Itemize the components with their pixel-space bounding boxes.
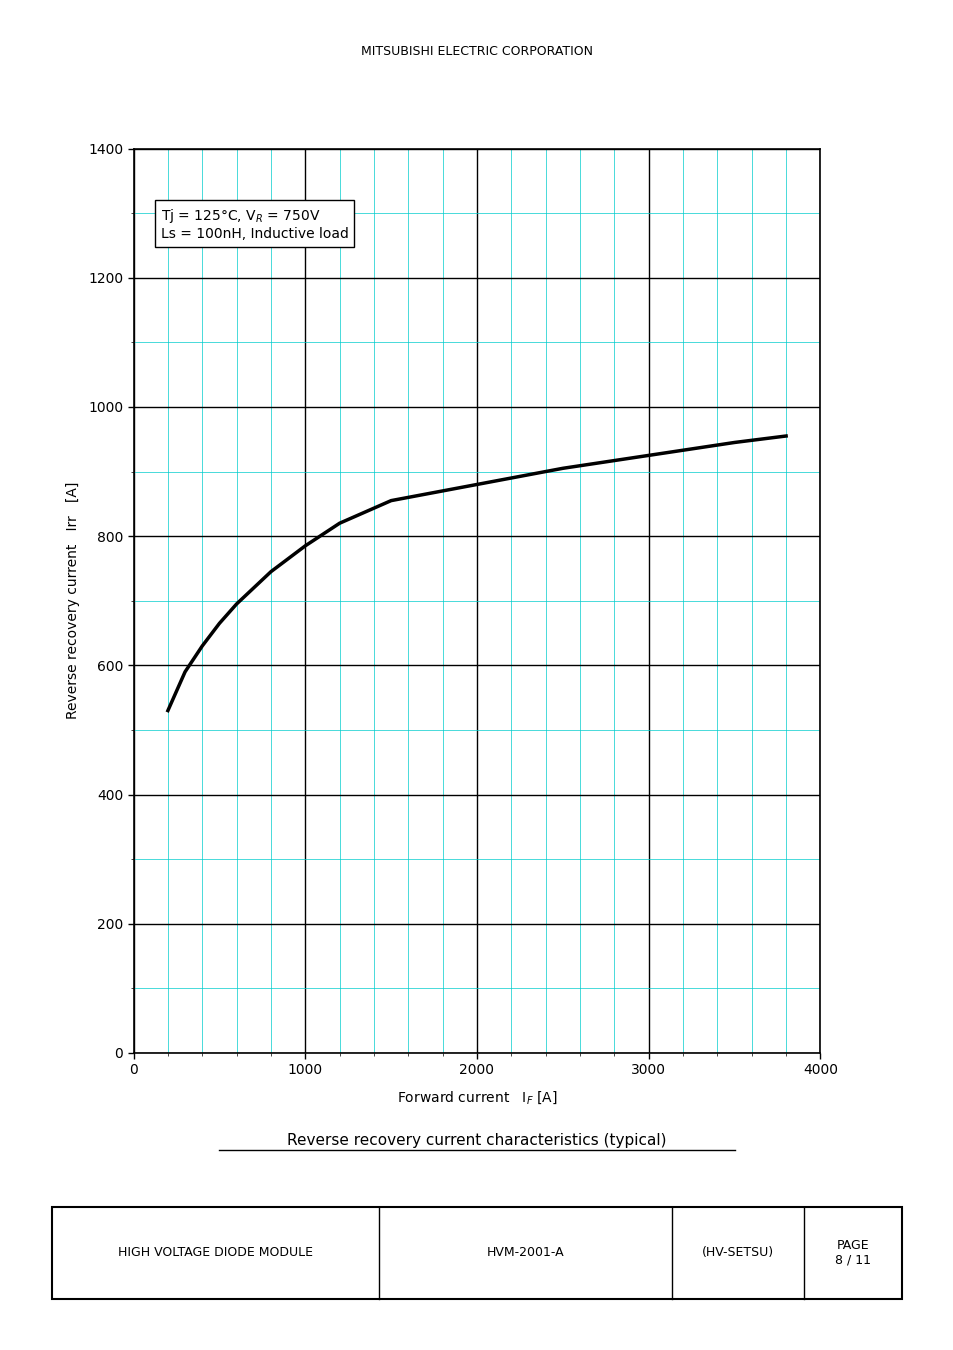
Text: HIGH VOLTAGE DIODE MODULE: HIGH VOLTAGE DIODE MODULE: [118, 1246, 314, 1260]
Text: Forward current   I$_F$ [A]: Forward current I$_F$ [A]: [396, 1089, 557, 1106]
Text: (HV-SETSU): (HV-SETSU): [701, 1246, 773, 1260]
Text: MITSUBISHI ELECTRIC CORPORATION: MITSUBISHI ELECTRIC CORPORATION: [360, 45, 593, 58]
Text: PAGE
8 / 11: PAGE 8 / 11: [834, 1239, 870, 1266]
Text: Tj = 125°C, V$_R$ = 750V
Ls = 100nH, Inductive load: Tj = 125°C, V$_R$ = 750V Ls = 100nH, Ind…: [161, 208, 349, 242]
Y-axis label: Reverse recovery current   Irr   [A]: Reverse recovery current Irr [A]: [66, 482, 80, 720]
Text: Reverse recovery current characteristics (typical): Reverse recovery current characteristics…: [287, 1133, 666, 1149]
Text: HVM-2001-A: HVM-2001-A: [486, 1246, 564, 1260]
